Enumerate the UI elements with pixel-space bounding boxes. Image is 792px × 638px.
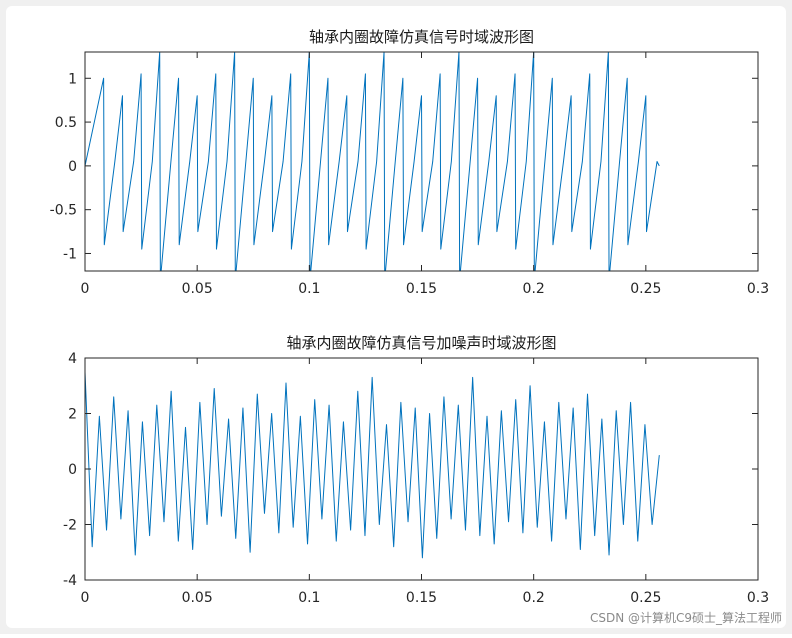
chart-title: 轴承内圈故障仿真信号时域波形图 [309, 28, 534, 46]
x-tick-label: 0.15 [406, 590, 437, 606]
axes-box [84, 51, 759, 272]
x-tick-label: 0.3 [747, 590, 769, 606]
y-tick-label: 4 [68, 351, 77, 367]
watermark: CSDN @计算机C9硕士_算法工程师 [590, 610, 782, 625]
plot-area [85, 52, 660, 271]
x-tick-label: 0.1 [298, 590, 320, 606]
plot-area [85, 371, 660, 559]
x-tick-label: 0 [81, 281, 90, 297]
x-tick-label: 0.2 [523, 590, 545, 606]
y-tick-label: 1 [68, 71, 77, 87]
x-tick-label: 0.25 [630, 590, 661, 606]
x-tick-label: 0 [81, 590, 90, 606]
y-tick-label: 0 [68, 159, 77, 175]
y-tick-label: 0.5 [55, 115, 77, 131]
y-tick-label: 2 [68, 407, 77, 423]
x-tick-label: 0.2 [523, 281, 545, 297]
y-tick-label: -2 [63, 518, 77, 534]
x-tick-label: 0.15 [406, 281, 437, 297]
x-tick-label: 0.25 [630, 281, 661, 297]
x-tick-label: 0.3 [747, 281, 769, 297]
x-tick-label: 0.05 [182, 281, 213, 297]
axes-box [84, 357, 759, 581]
y-tick-label: 0 [68, 462, 77, 478]
y-tick-label: -4 [63, 573, 77, 589]
signal-line [85, 371, 660, 559]
y-tick-label: -0.5 [50, 203, 77, 219]
chart-title: 轴承内圈故障仿真信号加噪声时域波形图 [286, 334, 556, 352]
x-tick-label: 0.05 [182, 590, 213, 606]
x-tick-label: 0.1 [298, 281, 320, 297]
signal-line [85, 52, 660, 271]
y-tick-label: -1 [63, 246, 77, 262]
